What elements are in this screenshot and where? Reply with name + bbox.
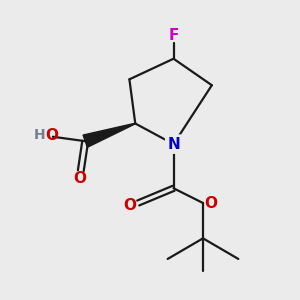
Text: O: O (45, 128, 58, 143)
Text: F: F (168, 28, 179, 43)
Polygon shape (83, 123, 135, 147)
Text: O: O (73, 171, 86, 186)
Text: H: H (34, 128, 45, 142)
Text: N: N (167, 136, 180, 152)
Text: O: O (124, 198, 136, 213)
Text: O: O (205, 196, 218, 211)
